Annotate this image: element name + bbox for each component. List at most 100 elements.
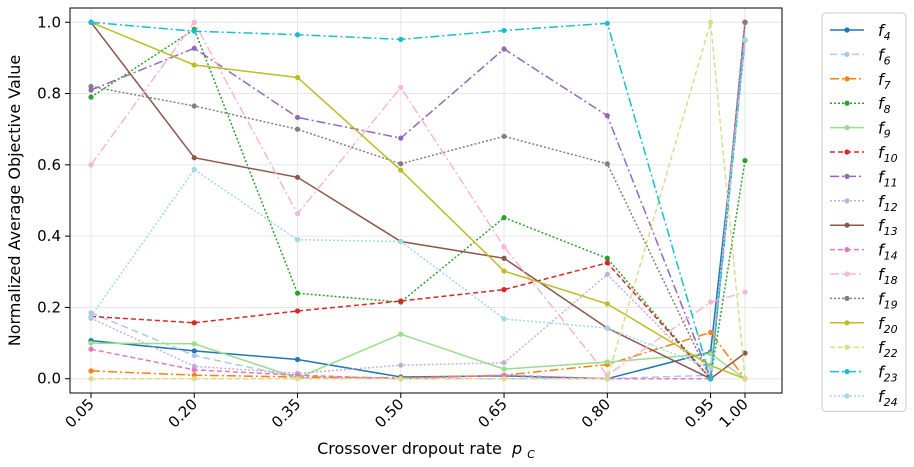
data-point-f19 — [742, 19, 748, 25]
series-f7 — [88, 329, 748, 382]
data-point-f24 — [88, 313, 94, 319]
data-point-f20 — [501, 268, 507, 274]
data-point-f18 — [501, 244, 507, 250]
data-point-f19 — [398, 161, 404, 167]
data-point-f18 — [707, 299, 714, 305]
series-f11 — [88, 19, 748, 382]
series-f10 — [88, 19, 748, 382]
legend-marker — [844, 76, 850, 82]
data-point-f4 — [294, 356, 301, 363]
legend-marker — [844, 125, 850, 131]
data-point-f19 — [88, 83, 94, 90]
data-point-f10 — [501, 287, 507, 293]
data-point-f24 — [398, 238, 404, 245]
y-tick-label: 1.0 — [37, 13, 61, 31]
data-point-f8 — [604, 255, 610, 261]
series-line-f11 — [90, 22, 746, 379]
data-point-f11 — [191, 45, 197, 51]
data-point-f22 — [88, 376, 94, 382]
data-point-f18 — [294, 211, 301, 217]
data-point-f14 — [88, 346, 94, 352]
series-f9 — [88, 331, 748, 382]
data-point-f24 — [707, 365, 714, 371]
x-tick-label: 0.65 — [475, 395, 511, 431]
y-axis: 0.0 0.2 0.4 0.6 0.8 1.0 — [37, 13, 70, 388]
legend-item-f9: f9 — [830, 119, 891, 141]
legend-item-f13: f13 — [830, 216, 898, 238]
legend-marker — [844, 393, 850, 399]
legend-label: f24 — [878, 387, 898, 409]
data-point-f4 — [191, 348, 197, 354]
series-f23 — [88, 19, 748, 382]
data-point-f22 — [294, 376, 301, 382]
data-point-f19 — [294, 126, 301, 132]
legend-marker — [844, 369, 850, 375]
data-point-f11 — [88, 87, 94, 93]
legend-item-f10: f10 — [830, 143, 898, 165]
data-point-f10 — [191, 320, 197, 326]
legend-item-f4: f4 — [830, 21, 891, 43]
legend-item-f19: f19 — [830, 289, 898, 311]
legend-label: f19 — [878, 289, 898, 311]
legend-marker — [844, 247, 850, 253]
y-tick-label: 0.8 — [37, 85, 61, 103]
legend-label: f4 — [878, 21, 891, 43]
data-point-f8 — [501, 215, 507, 221]
legend-label: f13 — [878, 216, 898, 238]
data-point-f23 — [88, 19, 94, 25]
data-point-f23 — [707, 376, 714, 382]
data-point-f12 — [398, 362, 404, 368]
legend-item-f12: f12 — [830, 192, 898, 214]
data-point-f24 — [294, 237, 301, 243]
legend-item-f7: f7 — [830, 70, 891, 92]
x-axis-label: Crossover dropout rate p C — [317, 439, 535, 461]
series-line-f14 — [90, 22, 746, 380]
data-point-f9 — [501, 366, 507, 372]
legend-marker — [844, 222, 850, 228]
data-point-f9 — [88, 340, 94, 346]
data-point-f20 — [191, 62, 197, 68]
legend-item-f18: f18 — [830, 265, 898, 287]
y-axis-label: Normalized Average Objective Value — [5, 55, 24, 347]
data-point-f9 — [398, 331, 404, 337]
legend-label: f22 — [878, 338, 898, 360]
series-line-f22 — [91, 22, 746, 380]
legend-label: f7 — [878, 70, 891, 92]
data-point-f11 — [604, 113, 610, 119]
data-point-f20 — [294, 74, 301, 81]
series-line-f24 — [90, 40, 746, 370]
data-point-f9 — [604, 359, 610, 365]
data-point-f22 — [398, 376, 404, 382]
x-axis-label-symbol: p — [511, 439, 522, 458]
legend-label: f8 — [878, 94, 891, 116]
data-point-f18 — [398, 84, 404, 91]
legend-label: f20 — [878, 314, 898, 336]
series-f4 — [88, 37, 748, 382]
data-point-f24 — [191, 166, 197, 173]
data-point-f23 — [501, 27, 507, 34]
data-point-f23 — [604, 20, 610, 26]
data-point-f12 — [501, 360, 507, 366]
series-f18 — [88, 19, 748, 378]
x-tick-label: 0.50 — [371, 395, 407, 431]
legend-marker — [844, 320, 850, 326]
legend-label: f12 — [878, 192, 898, 214]
data-point-f23 — [398, 36, 404, 42]
legend-item-f20: f20 — [830, 314, 898, 336]
y-tick-label: 0.4 — [37, 227, 61, 245]
data-point-f13 — [742, 350, 748, 356]
series-f24 — [88, 37, 748, 371]
x-tick-label: 0.80 — [578, 395, 614, 431]
data-point-f11 — [294, 114, 301, 121]
series-line-f19 — [90, 22, 746, 382]
legend-item-f8: f8 — [830, 94, 891, 116]
data-point-f23 — [294, 32, 301, 38]
series-line-f8 — [90, 28, 746, 381]
legend-marker — [844, 51, 850, 58]
data-point-f19 — [501, 133, 507, 139]
legend-label: f6 — [878, 45, 891, 67]
series-line-f10 — [90, 22, 746, 381]
legend-item-f22: f22 — [830, 338, 898, 360]
grid — [70, 8, 782, 393]
data-point-f7 — [88, 368, 94, 374]
